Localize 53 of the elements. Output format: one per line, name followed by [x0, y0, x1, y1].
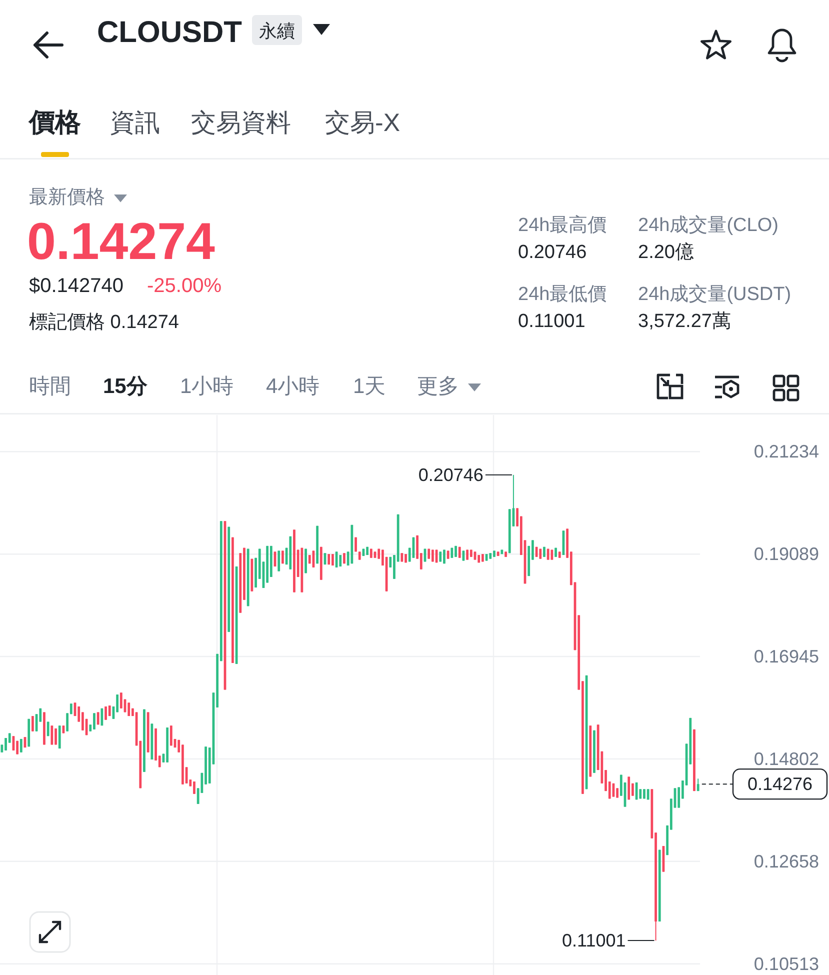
- text: 2.20億: [638, 242, 694, 263]
- text: 24h成交量(CLO): [638, 214, 778, 236]
- candlestick: [32, 716, 34, 732]
- chart-subtitle: 永續: [259, 21, 295, 41]
- y-tick-label: 0.14802: [754, 748, 819, 769]
- text: 24h最高價: [518, 214, 607, 236]
- text: 0.20746: [518, 242, 587, 263]
- text: 最新價格: [29, 186, 105, 208]
- y-tick-label: 0.19089: [754, 544, 819, 564]
- annotation: 0.20746: [418, 464, 484, 485]
- candlestick: [550, 549, 554, 560]
- candlestick: [466, 549, 468, 560]
- candlestick: [93, 712, 96, 730]
- candlestick: [58, 725, 61, 750]
- candlestick: [120, 692, 122, 709]
- text: 交易-X: [325, 109, 400, 137]
- text: 標記價格 0.14274: [29, 312, 180, 333]
- text: -25.00%: [147, 275, 222, 297]
- candlestick: [282, 550, 284, 564]
- text: 交易資料: [191, 109, 291, 137]
- candlestick: [96, 712, 100, 726]
- text: 1天: [353, 375, 386, 398]
- candlestick: [339, 554, 342, 567]
- text: 3,572.27萬: [638, 311, 731, 332]
- text: 更多: [417, 375, 459, 398]
- y-tick-label: 0.12658: [754, 851, 819, 872]
- text: 1小時: [180, 375, 234, 398]
- y-tick-label: 0.16945: [754, 646, 819, 667]
- text: 24h成交量(USDT): [638, 283, 792, 305]
- text: 24h最低價: [518, 284, 607, 305]
- candlestick: [193, 780, 196, 794]
- y-tick-label: 0.10513: [754, 954, 819, 974]
- text: 時間: [29, 375, 71, 398]
- text: $0.142740: [29, 275, 124, 297]
- candlestick: [170, 725, 172, 746]
- text: 15分: [103, 375, 148, 398]
- chart-title: CLOUSDT: [97, 16, 242, 49]
- y-tick-label: 0.21234: [754, 442, 819, 462]
- candlestick: [20, 738, 22, 753]
- candlestick: [128, 702, 130, 717]
- text: 0.14274: [27, 213, 216, 271]
- annotation: 0.11001: [562, 930, 626, 951]
- text: 價格: [28, 107, 81, 137]
- text: 資訊: [110, 109, 160, 137]
- text: 0.11001: [518, 311, 586, 332]
- candlestick: [628, 776, 630, 800]
- candlestick: [696, 778, 700, 792]
- ref-line-label: 0.14276: [747, 774, 813, 794]
- candlestick: [443, 549, 446, 564]
- text: 4小時: [266, 375, 320, 398]
- candlestick: [104, 706, 107, 720]
- candlestick: [278, 550, 280, 572]
- candlestick: [50, 725, 54, 746]
